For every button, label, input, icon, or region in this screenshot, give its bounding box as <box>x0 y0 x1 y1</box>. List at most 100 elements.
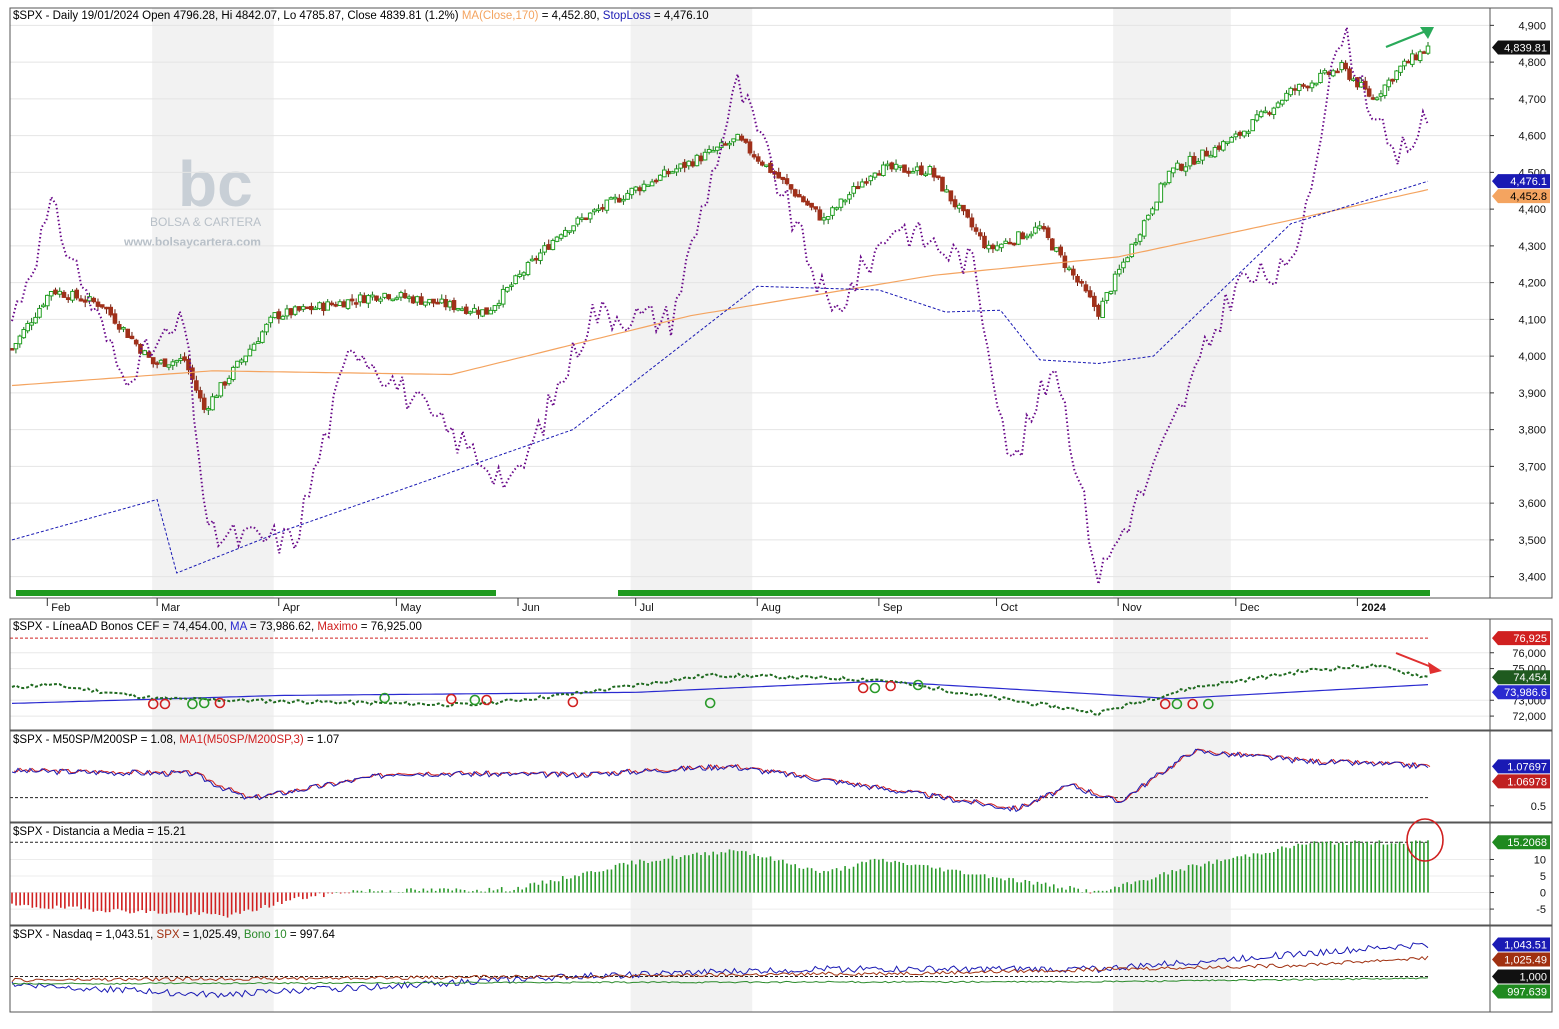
panel-header: $SPX - M50SP/M200SP = 1.08, MA1(M50SP/M2… <box>13 734 339 746</box>
candle-body <box>402 292 408 299</box>
candle-body <box>1313 82 1319 86</box>
candle-body <box>525 261 531 276</box>
month-label: Dec <box>1240 602 1260 614</box>
candle-body <box>678 163 683 169</box>
candle-body <box>931 167 937 178</box>
month-band <box>152 8 274 598</box>
y-tick-label: 4,900 <box>1518 20 1546 32</box>
candle-body <box>550 239 556 251</box>
candle-body <box>133 339 139 345</box>
candle-body <box>1112 273 1118 292</box>
panel-frame <box>9 618 1553 731</box>
candle-body <box>764 164 769 168</box>
candle-body <box>1166 170 1172 184</box>
candle-body <box>1079 281 1085 284</box>
candle-body <box>1011 242 1017 246</box>
y-tick-label: 76,000 <box>1512 648 1546 660</box>
candle-body <box>751 154 757 158</box>
candle-body <box>125 328 131 338</box>
candle-body <box>1382 84 1388 97</box>
candle-body <box>927 166 933 175</box>
y-tick-label: 72,000 <box>1512 711 1546 723</box>
candle-body <box>690 161 696 167</box>
candle-body <box>333 304 339 307</box>
candle-body <box>859 181 865 188</box>
month-band <box>1113 8 1231 598</box>
y-tick-label: 4,200 <box>1518 278 1546 290</box>
header-segment: StopLoss <box>603 10 651 22</box>
month-label: Sep <box>883 602 903 614</box>
y-tick-label: 0 <box>1540 888 1546 900</box>
trend-bar <box>618 590 1430 596</box>
candle-body <box>112 313 118 324</box>
cross-marker <box>1159 698 1171 710</box>
candle-body <box>830 207 835 216</box>
header-segment: Bono 10 <box>244 929 287 941</box>
candle-body <box>178 358 183 361</box>
candle-body <box>374 295 379 301</box>
candle-body <box>1250 119 1255 132</box>
candle-body <box>1378 93 1384 97</box>
candle-body <box>247 348 253 357</box>
candle-body <box>940 176 945 192</box>
candle-body <box>91 297 97 303</box>
candle-body <box>817 209 823 221</box>
candle-body <box>370 294 375 298</box>
header-segment: $SPX - M50SP/M200SP = 1.08, <box>13 734 179 746</box>
candle-body <box>529 258 535 262</box>
candle-body <box>467 311 473 314</box>
candle-body <box>876 173 882 176</box>
candle-body <box>201 397 207 410</box>
header-segment: = 73,986.62, <box>247 621 318 633</box>
candle-body <box>686 160 692 167</box>
candle-body <box>999 243 1004 249</box>
y-tick-label: 3,700 <box>1518 461 1546 473</box>
cross-marker <box>214 697 226 709</box>
value-badge: 15.2068 <box>1492 835 1550 850</box>
candle-body <box>1195 160 1201 164</box>
candle-body <box>406 296 412 299</box>
y-tick-label: 3,800 <box>1518 425 1546 437</box>
candle-body <box>313 307 318 311</box>
trend-arrow <box>1385 29 1427 49</box>
candle-body <box>447 301 453 308</box>
candle-body <box>419 296 424 305</box>
candle-body <box>300 306 306 310</box>
candle-body <box>142 350 148 356</box>
candle-body <box>889 162 895 170</box>
candle-body <box>1374 97 1380 101</box>
cross-marker <box>469 694 481 706</box>
candle-body <box>612 196 618 200</box>
panel-header: $SPX - Daily 19/01/2024 Open 4796.28, Hi… <box>13 10 709 22</box>
candle-body <box>166 364 172 368</box>
cross-marker <box>198 697 210 709</box>
candle-body <box>500 288 506 305</box>
badge-label: 73,986.6 <box>1504 687 1547 699</box>
candle-body <box>463 306 469 314</box>
candle-body <box>706 148 712 153</box>
spx-line <box>11 955 1429 983</box>
badge-label: 1,000 <box>1519 972 1547 984</box>
candle-body <box>977 232 983 237</box>
candle-body <box>821 217 827 221</box>
candle-body <box>190 367 195 380</box>
cross-marker <box>1203 698 1214 710</box>
candle-body <box>657 174 663 181</box>
candle-body <box>1208 154 1214 158</box>
candle-body <box>186 358 191 371</box>
badge-shape <box>1492 835 1550 850</box>
candle-body <box>969 217 975 228</box>
candle-body <box>670 171 675 174</box>
candle-body <box>150 357 156 365</box>
candle-body <box>25 322 30 332</box>
candle-body <box>838 198 844 208</box>
candle-body <box>735 133 740 141</box>
candle-body <box>596 208 601 211</box>
candle-body <box>439 298 445 304</box>
candle-body <box>625 192 630 200</box>
candle-body <box>755 156 761 162</box>
cross-marker <box>446 693 457 705</box>
candle-body <box>1154 201 1159 211</box>
header-segment: $SPX - Nasdaq <box>13 929 92 941</box>
